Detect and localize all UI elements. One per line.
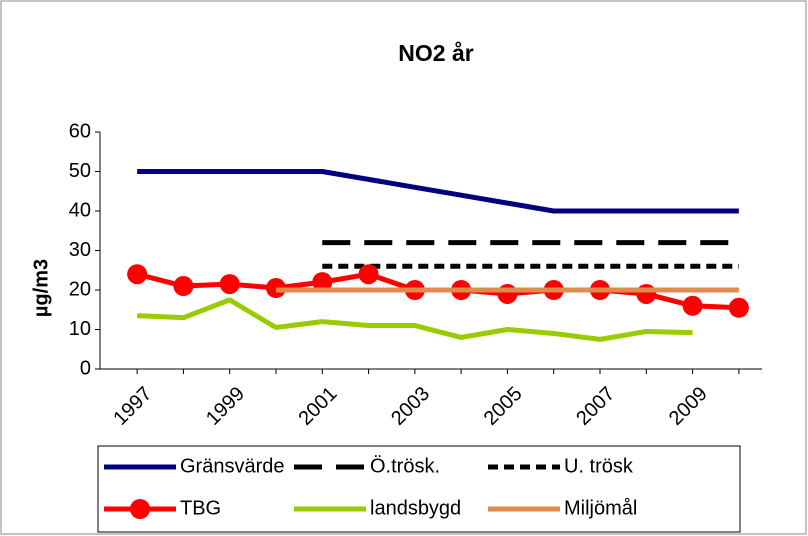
series-line [137,297,693,342]
legend-label: TBG [180,497,221,519]
point [728,297,749,318]
series-line [137,169,739,214]
y-tick-label: 50 [69,160,91,182]
y-axis-label: µg/m3 [30,259,52,317]
legend-box [97,445,741,533]
legend-marker [130,499,150,519]
point [358,264,379,285]
y-tick-label: 10 [69,318,91,340]
chart-title: NO2 år [398,40,473,66]
legend-label: Gränsvärde [180,455,285,477]
point [219,274,240,295]
legend-label: Miljömål [564,497,637,519]
point [312,272,333,293]
point [636,283,657,304]
y-tick-label: 60 [69,120,91,142]
legend-label: Ö.trösk. [370,455,440,477]
point [127,264,148,285]
point [173,276,194,297]
y-tick-label: 0 [80,357,91,379]
legend-label: U. trösk [564,455,634,477]
y-tick-label: 30 [69,239,91,261]
y-tick-label: 20 [69,278,91,300]
point [497,283,518,304]
legend-label: landsbygd [370,497,461,519]
y-tick-label: 40 [69,199,91,221]
point [682,295,703,316]
